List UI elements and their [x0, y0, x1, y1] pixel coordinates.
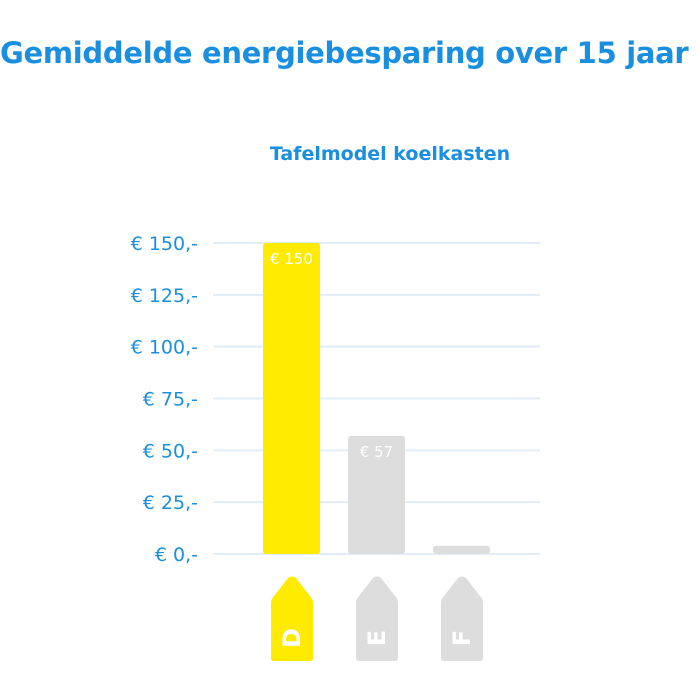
y-tick-label: € 25,-	[143, 492, 198, 514]
bar-D	[263, 243, 320, 554]
energy-label-tag-E	[356, 576, 398, 661]
chart-title: Gemiddelde energiebesparing over 15 jaar	[0, 36, 689, 70]
bar-F	[433, 545, 490, 554]
energy-class-letter: E	[363, 630, 391, 646]
bar-value-label: € 57	[360, 443, 393, 461]
y-tick-label: € 75,-	[143, 389, 198, 411]
y-tick-label: € 125,-	[131, 285, 198, 307]
y-tick-label: € 150,-	[131, 233, 198, 255]
energy-class-letter: F	[448, 630, 476, 646]
chart-subtitle: Tafelmodel koelkasten	[269, 143, 511, 165]
energy-label-tag-F	[441, 576, 483, 661]
y-tick-label: € 50,-	[143, 440, 198, 462]
bar-value-label: € 150	[270, 250, 313, 268]
energy-label-tag-D	[271, 576, 313, 661]
energy-class-letter: D	[278, 628, 306, 648]
y-tick-label: € 0,-	[155, 544, 198, 566]
y-tick-label: € 100,-	[131, 337, 198, 359]
bar-E	[348, 435, 405, 554]
